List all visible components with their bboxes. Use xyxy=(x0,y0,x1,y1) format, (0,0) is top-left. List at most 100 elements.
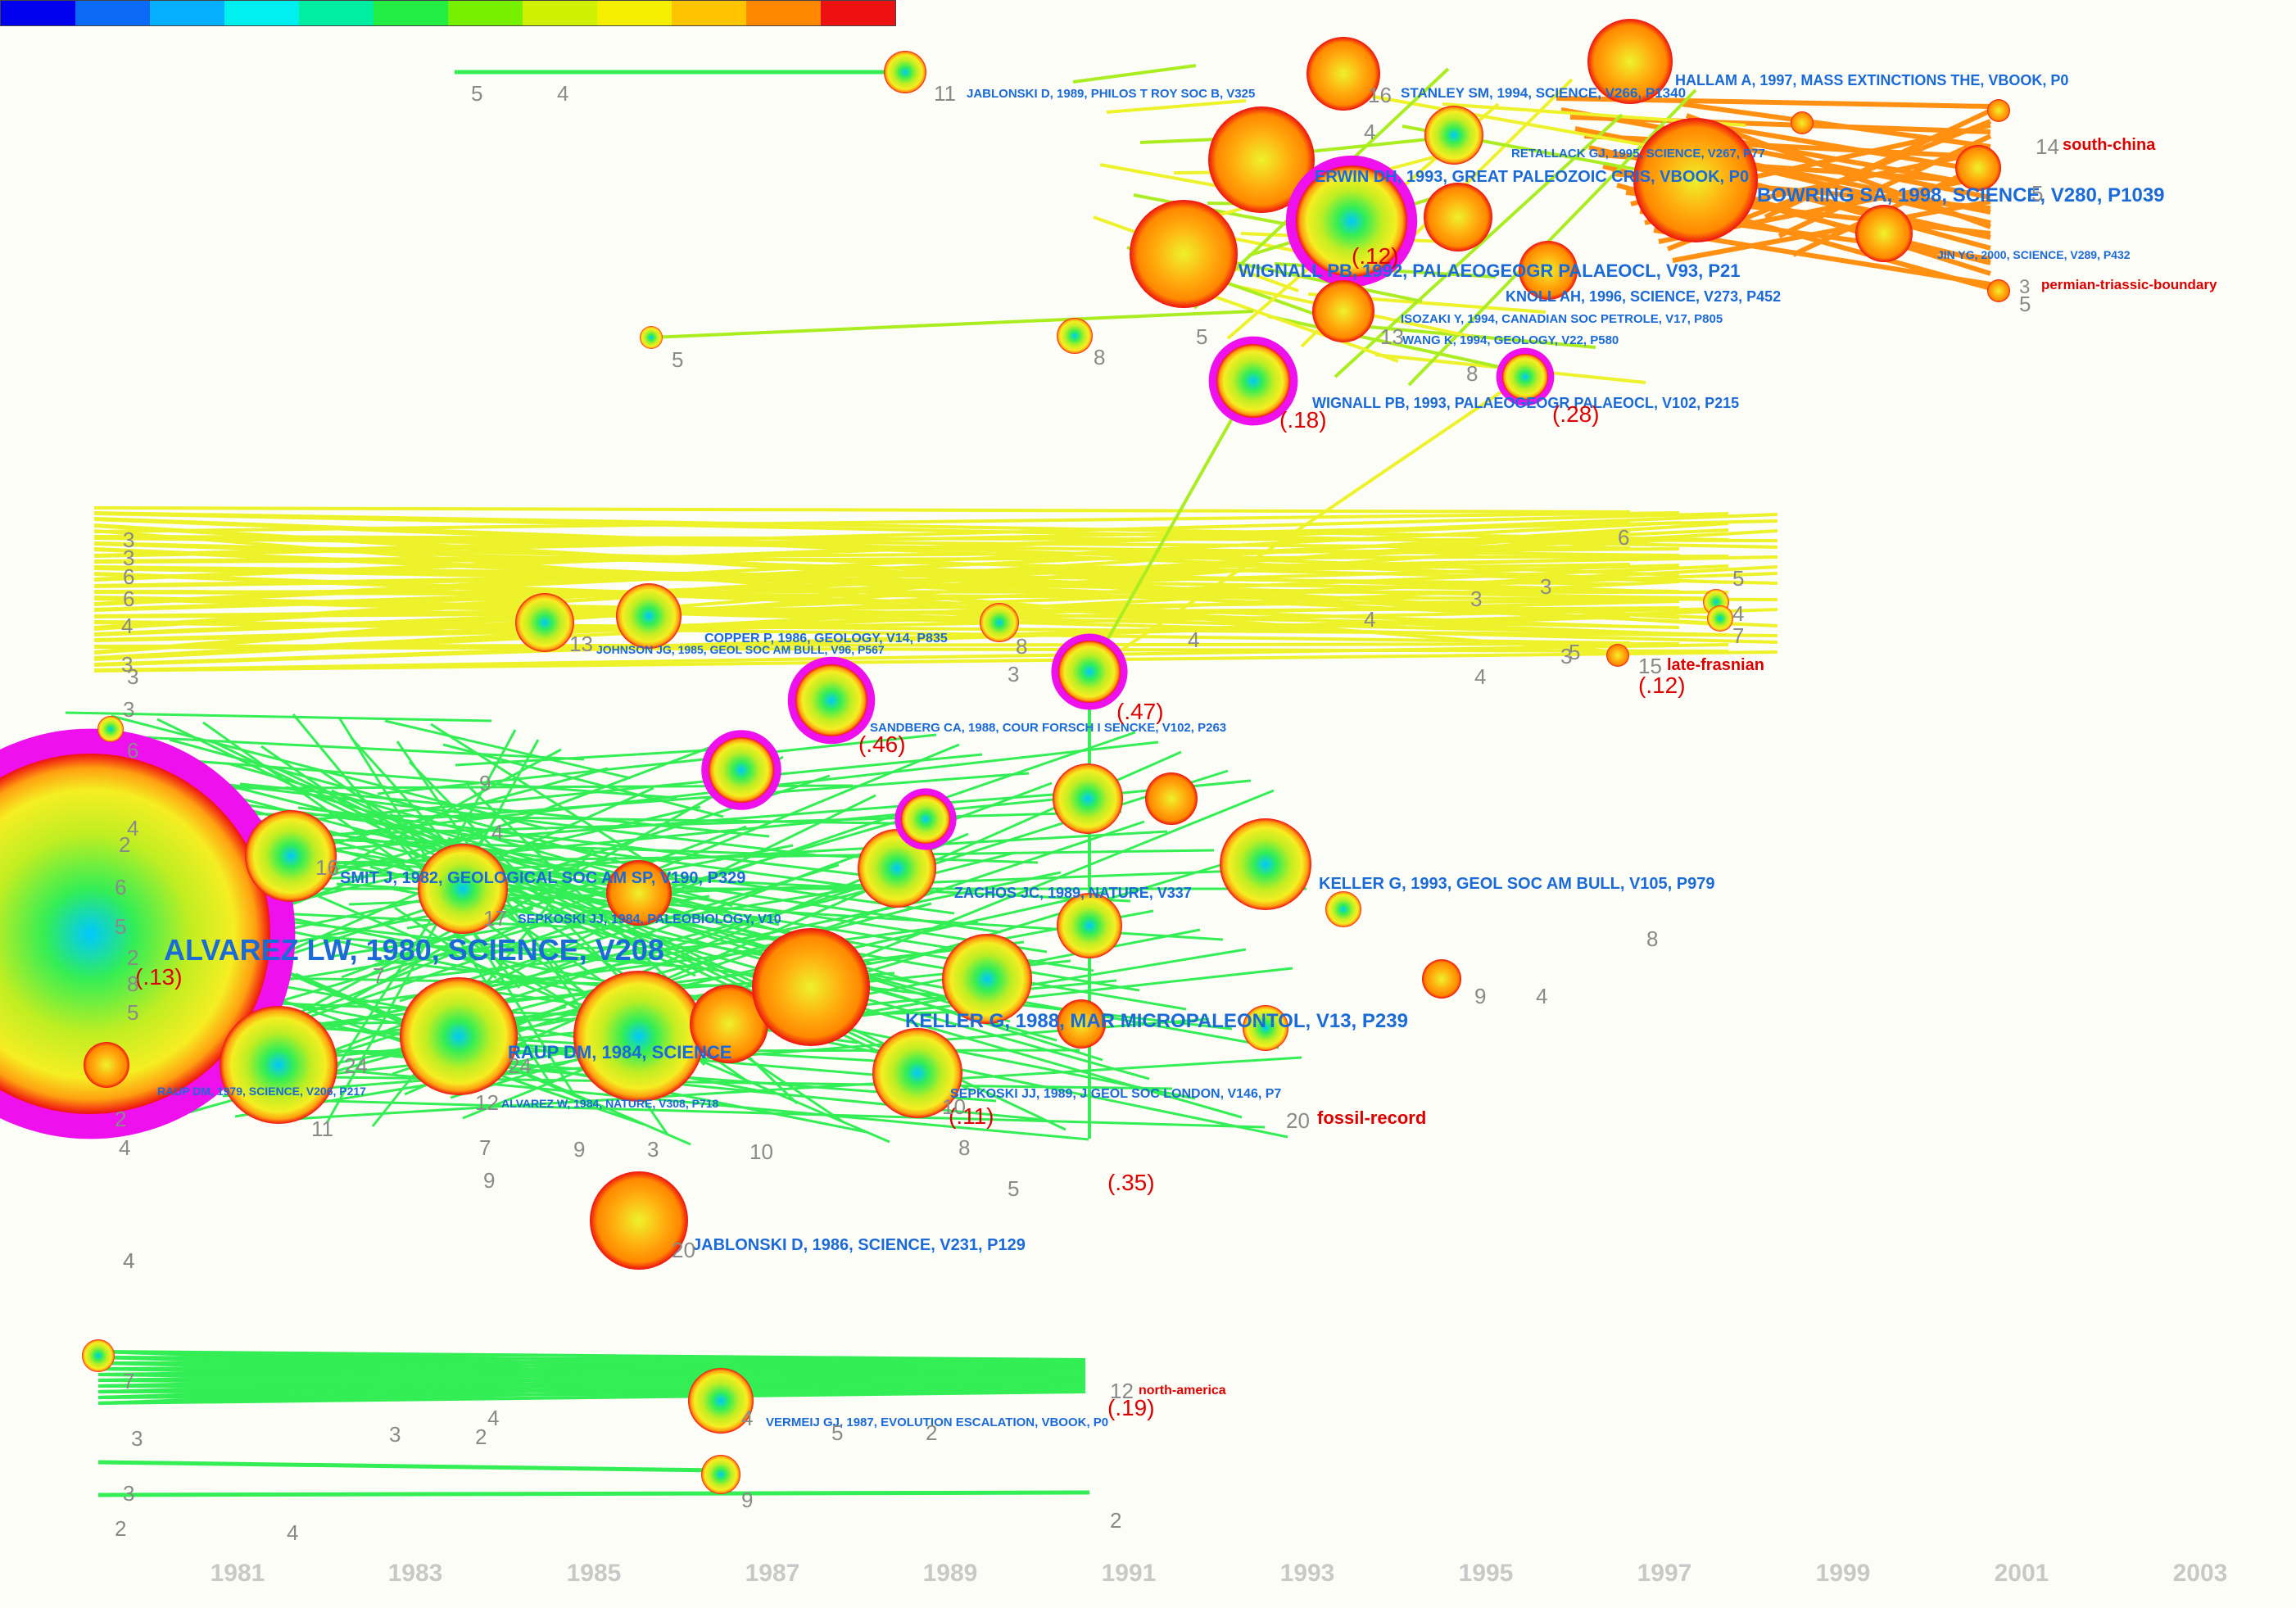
cluster-label-permian-triassic-boundary: permian-triassic-boundary xyxy=(2041,277,2217,292)
reference-node[interactable] xyxy=(942,934,1032,1024)
reference-node[interactable] xyxy=(1220,818,1311,910)
reference-node[interactable] xyxy=(1987,279,2010,302)
reference-node[interactable] xyxy=(1058,641,1121,703)
reference-nodes xyxy=(0,19,2010,1494)
reference-node[interactable] xyxy=(245,810,337,902)
citation-count: 7 xyxy=(1732,623,1744,648)
reference-node[interactable] xyxy=(1053,763,1123,834)
reference-node[interactable] xyxy=(1606,644,1629,667)
citation-count: 2 xyxy=(926,1420,937,1445)
reference-node[interactable] xyxy=(515,593,574,652)
ref-label-sepkoski-1989: SEPKOSKI JJ, 1989, J GEOL SOC LONDON, V1… xyxy=(950,1087,1281,1101)
citation-link xyxy=(384,719,632,780)
ref-label-jin-2000: JIN YG, 2000, SCIENCE, V289, P432 xyxy=(1937,248,2131,261)
reference-node[interactable] xyxy=(701,1455,740,1494)
reference-node[interactable] xyxy=(418,844,508,934)
citation-count: 2 xyxy=(1110,1508,1121,1533)
citation-count: 4 xyxy=(1188,627,1199,652)
reference-node[interactable] xyxy=(220,1006,337,1124)
reference-node[interactable] xyxy=(1424,106,1483,165)
reference-node[interactable] xyxy=(752,928,870,1046)
reference-node[interactable] xyxy=(590,1171,688,1270)
reference-node[interactable] xyxy=(640,326,663,349)
citation-link xyxy=(325,739,540,1124)
cluster-label-south-china: south-china xyxy=(2063,136,2156,154)
citation-link xyxy=(1764,108,1992,220)
reference-node[interactable] xyxy=(84,1042,129,1088)
reference-node[interactable] xyxy=(1633,118,1758,242)
ref-label-raup-1979: RAUP DM, 1979, SCIENCE, V206, P217 xyxy=(157,1085,366,1098)
reference-node[interactable] xyxy=(1325,891,1361,927)
ref-label-alvarez-1980: ALVAREZ LW, 1980, SCIENCE, V208 xyxy=(164,933,664,967)
citation-link xyxy=(97,1361,1086,1370)
ref-label-johnson-1985: JOHNSON JG, 1985, GEOL SOC AM BULL, V96,… xyxy=(596,643,885,656)
citation-link xyxy=(205,774,831,984)
citation-count: 4 xyxy=(123,1248,134,1273)
ref-label-jablonski-1989: JABLONSKI D, 1989, PHILOS T ROY SOC B, V… xyxy=(967,87,1255,101)
reference-node[interactable] xyxy=(980,603,1019,642)
legend-swatch xyxy=(150,1,224,25)
reference-node[interactable] xyxy=(82,1339,115,1372)
citation-link xyxy=(387,933,803,982)
reference-node[interactable] xyxy=(1707,605,1733,632)
reference-node[interactable] xyxy=(97,716,124,742)
reference-node[interactable] xyxy=(1587,19,1673,104)
reference-node[interactable] xyxy=(901,795,950,844)
citation-count: 3 xyxy=(1008,662,1019,686)
reference-node[interactable] xyxy=(1855,205,1913,262)
reference-node[interactable] xyxy=(690,985,768,1063)
year-tick: 1999 xyxy=(1816,1560,1871,1587)
citation-link xyxy=(430,722,687,888)
reference-node[interactable] xyxy=(1057,999,1106,1049)
reference-node[interactable] xyxy=(1502,354,1548,400)
reference-node[interactable] xyxy=(573,971,704,1102)
year-tick: 1991 xyxy=(1102,1560,1157,1587)
reference-node[interactable] xyxy=(872,1028,962,1118)
reference-node[interactable] xyxy=(1057,893,1122,958)
citation-count: 4 xyxy=(1536,984,1547,1008)
citation-link xyxy=(97,1382,1086,1405)
citation-count: 16 xyxy=(1368,83,1392,107)
reference-node[interactable] xyxy=(1243,1005,1288,1051)
reference-node[interactable] xyxy=(1307,37,1380,111)
reference-node[interactable] xyxy=(400,977,518,1095)
citation-link xyxy=(268,1098,1266,1129)
reference-node[interactable] xyxy=(884,51,926,93)
centrality-value: (.47) xyxy=(1116,699,1164,724)
reference-node[interactable] xyxy=(0,754,270,1114)
centrality-value: (.19) xyxy=(1107,1395,1155,1420)
citation-link xyxy=(1368,94,1673,152)
reference-node[interactable] xyxy=(795,664,867,736)
reference-node[interactable] xyxy=(1145,772,1198,825)
reference-node[interactable] xyxy=(606,860,672,926)
reference-node[interactable] xyxy=(616,583,682,649)
reference-node[interactable] xyxy=(1130,200,1238,308)
reference-node[interactable] xyxy=(1296,165,1407,277)
year-tick: 1993 xyxy=(1280,1560,1335,1587)
year-tick: 1989 xyxy=(923,1560,978,1587)
citation-count: 2 xyxy=(475,1425,487,1449)
legend-swatch xyxy=(1,1,75,25)
centrality-labels: (.13) (.18) (.28) (.47) (.46) (.12) (.35… xyxy=(135,243,1686,1420)
citation-count: 10 xyxy=(749,1139,773,1164)
reference-node[interactable] xyxy=(1216,344,1290,418)
citation-link xyxy=(210,1074,1173,1090)
reference-node[interactable] xyxy=(1422,959,1461,999)
reference-node[interactable] xyxy=(1424,183,1492,251)
reference-node[interactable] xyxy=(1955,145,2001,191)
citation-link xyxy=(93,565,1631,586)
reference-node[interactable] xyxy=(1208,106,1315,213)
citation-link xyxy=(93,522,1729,629)
citation-link xyxy=(93,643,1729,672)
reference-node[interactable] xyxy=(1057,318,1093,354)
citation-link xyxy=(93,621,1631,645)
reference-node[interactable] xyxy=(858,829,936,908)
ref-label-copper-1986: COPPER P, 1986, GEOLOGY, V14, P835 xyxy=(704,632,948,645)
reference-node[interactable] xyxy=(1312,280,1374,342)
reference-node[interactable] xyxy=(688,1368,754,1434)
citation-count: 2 xyxy=(115,1516,126,1541)
reference-node[interactable] xyxy=(1987,99,2010,122)
reference-node[interactable] xyxy=(1791,111,1814,134)
reference-node[interactable] xyxy=(1519,241,1578,300)
reference-node[interactable] xyxy=(709,737,774,803)
